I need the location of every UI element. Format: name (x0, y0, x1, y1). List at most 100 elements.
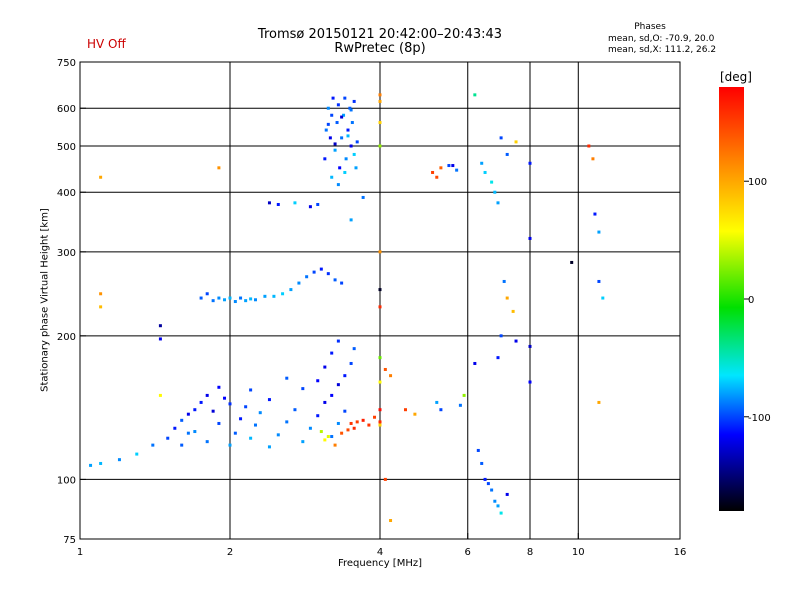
data-point (253, 298, 257, 302)
y-tick-label: 75 (63, 535, 76, 546)
data-point (378, 356, 382, 360)
data-point (267, 398, 271, 402)
data-point (117, 458, 121, 462)
data-point (378, 423, 382, 427)
data-point (528, 161, 532, 165)
data-point (312, 270, 316, 274)
data-point (135, 452, 139, 456)
data-point (316, 379, 320, 383)
data-point (352, 99, 356, 103)
data-point (340, 136, 344, 140)
data-point (350, 121, 354, 125)
data-point (336, 103, 340, 107)
data-point (217, 166, 221, 170)
data-point (336, 421, 340, 425)
data-point (99, 305, 103, 309)
data-point (378, 305, 382, 309)
data-point (389, 519, 393, 523)
data-point (591, 157, 595, 161)
data-point (330, 351, 334, 355)
data-point (346, 428, 350, 432)
data-point (244, 405, 248, 409)
data-point (228, 402, 232, 406)
data-point (285, 420, 289, 424)
data-point (378, 121, 382, 125)
data-point (297, 281, 301, 285)
data-point (378, 99, 382, 103)
data-point (276, 433, 280, 437)
data-point (505, 492, 509, 496)
data-point (158, 393, 162, 397)
data-point (346, 134, 350, 138)
data-point (499, 136, 503, 140)
y-tick-label: 600 (57, 104, 76, 115)
data-point (199, 400, 203, 404)
x-tick-label: 10 (572, 547, 585, 558)
data-point (352, 347, 356, 351)
x-axis-ticks: 1 2 4 6 8 10 16 (77, 533, 687, 558)
data-point (342, 113, 346, 117)
data-point (447, 164, 451, 168)
data-point (361, 418, 365, 422)
x-axis-label: Frequency [MHz] (337, 558, 423, 569)
y-axis-ticks: 75 100 200 300 400 500 600 750 (57, 58, 86, 546)
data-point (217, 296, 221, 300)
data-point (99, 292, 103, 296)
data-point (451, 164, 455, 168)
data-point (281, 292, 285, 296)
x-tick-label: 6 (465, 547, 471, 558)
data-point (486, 482, 490, 486)
data-point (499, 511, 503, 515)
chart-title: Tromsø 20150121 20:42:00–20:43:43 (257, 27, 503, 42)
data-point (490, 180, 494, 184)
data-point (439, 408, 443, 412)
data-point (199, 296, 203, 300)
data-point (205, 292, 209, 296)
data-point (328, 136, 332, 140)
data-point (378, 420, 382, 424)
data-point (249, 297, 253, 301)
x-tick-label: 4 (377, 547, 383, 558)
data-point (338, 166, 342, 170)
data-points (89, 93, 605, 523)
y-tick-label: 200 (57, 332, 76, 343)
data-point (587, 144, 591, 148)
data-point (211, 299, 215, 303)
data-point (217, 385, 221, 389)
data-point (249, 436, 253, 440)
data-point (267, 445, 271, 449)
data-point (330, 393, 334, 397)
data-point (343, 374, 347, 378)
data-point (335, 121, 339, 125)
data-point (348, 106, 352, 110)
x-tick-label: 16 (674, 547, 687, 558)
data-point (361, 195, 365, 199)
data-point (458, 403, 462, 407)
data-point (473, 93, 477, 97)
data-point (293, 201, 297, 205)
data-point (336, 183, 340, 187)
data-point (323, 157, 327, 161)
data-point (355, 420, 359, 424)
data-point (228, 443, 232, 447)
data-point (336, 339, 340, 343)
phases-stats-title: Phases (634, 22, 666, 32)
data-point (352, 152, 356, 156)
data-point (505, 152, 509, 156)
colorbar (719, 87, 744, 511)
data-point (330, 435, 334, 439)
data-point (180, 418, 184, 422)
chart-subtitle: RwPretec (8p) (334, 41, 426, 56)
data-point (323, 438, 327, 442)
colorbar-ticks: 100 0 -100 (744, 177, 771, 424)
data-point (493, 190, 497, 194)
data-point (316, 202, 320, 206)
data-point (601, 296, 605, 300)
colorbar-tick-label: -100 (748, 413, 771, 424)
data-point (597, 279, 601, 283)
data-point (593, 212, 597, 216)
data-point (354, 166, 358, 170)
data-point (496, 504, 500, 508)
data-point (186, 412, 190, 416)
